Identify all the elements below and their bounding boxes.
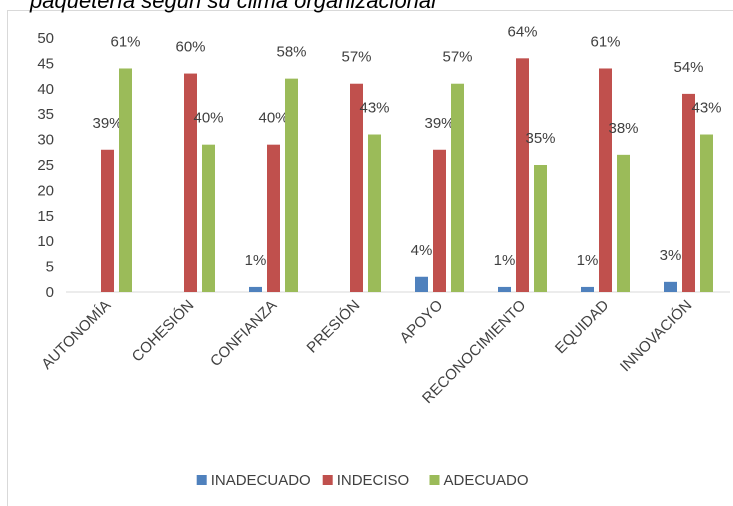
value-label: 39%: [92, 115, 122, 132]
y-tick-label: 45: [37, 55, 54, 72]
bar: [415, 276, 428, 292]
legend-swatch: [429, 475, 440, 485]
x-tick-label: PRESIÓN: [304, 297, 364, 357]
value-label: 40%: [258, 110, 288, 127]
bar: [267, 144, 280, 292]
y-tick-label: 25: [37, 157, 54, 174]
bar: [700, 134, 713, 292]
bar: [498, 286, 511, 292]
legend-swatch: [196, 475, 207, 485]
bar: [581, 286, 594, 292]
y-tick-label: 35: [37, 106, 54, 123]
y-tick-label: 50: [37, 30, 54, 47]
value-label: 40%: [193, 110, 223, 127]
value-label: 1%: [245, 252, 267, 269]
y-tick-label: 10: [37, 233, 54, 250]
chart-frame: [7, 10, 733, 506]
bar: [350, 83, 363, 292]
x-tick-label: CONFIANZA: [207, 297, 280, 370]
value-label: 57%: [341, 49, 371, 66]
bar: [682, 93, 695, 292]
value-label: 3%: [660, 247, 682, 264]
value-label: 35%: [525, 130, 555, 147]
bar: [433, 149, 446, 292]
bar: [285, 78, 298, 292]
value-label: 1%: [494, 252, 516, 269]
bar: [119, 68, 132, 292]
x-tick-label: EQUIDAD: [552, 297, 612, 357]
legend-label: ADECUADO: [444, 472, 529, 489]
value-label: 57%: [442, 49, 472, 66]
value-label: 61%: [110, 33, 140, 50]
bar: [101, 149, 114, 292]
legend-label: INDECISO: [337, 472, 410, 489]
bar: [617, 154, 630, 292]
value-label: 39%: [424, 115, 454, 132]
y-tick-label: 40: [37, 81, 54, 98]
x-tick-label: AUTONOMÍA: [38, 297, 114, 373]
bar: [516, 58, 529, 292]
bar: [202, 144, 215, 292]
bar: [664, 281, 677, 292]
x-tick-label: COHESIÓN: [129, 297, 198, 366]
value-label: 43%: [359, 100, 389, 117]
value-label: 43%: [691, 100, 721, 117]
bar: [451, 83, 464, 292]
y-tick-label: 0: [46, 284, 54, 301]
value-label: 60%: [175, 39, 205, 56]
value-label: 58%: [276, 44, 306, 61]
y-tick-label: 5: [46, 259, 54, 276]
bar: [599, 68, 612, 292]
value-label: 4%: [411, 242, 433, 259]
value-label: 1%: [577, 252, 599, 269]
value-label: 54%: [673, 59, 703, 76]
x-tick-label: INNOVACIÓN: [617, 297, 695, 375]
chart-title: paquetería según su clima organizacional: [29, 0, 437, 13]
value-label: 61%: [590, 33, 620, 50]
legend-swatch: [322, 475, 333, 485]
bar: [249, 286, 262, 292]
y-tick-label: 30: [37, 132, 54, 149]
x-tick-label: APOYO: [397, 297, 447, 347]
bar: [368, 134, 381, 292]
y-tick-label: 15: [37, 208, 54, 225]
y-tick-label: 20: [37, 182, 54, 199]
value-label: 64%: [507, 23, 537, 40]
bar: [534, 165, 547, 292]
bar: [184, 73, 197, 292]
legend-label: INADECUADO: [211, 472, 311, 489]
value-label: 38%: [608, 120, 638, 137]
